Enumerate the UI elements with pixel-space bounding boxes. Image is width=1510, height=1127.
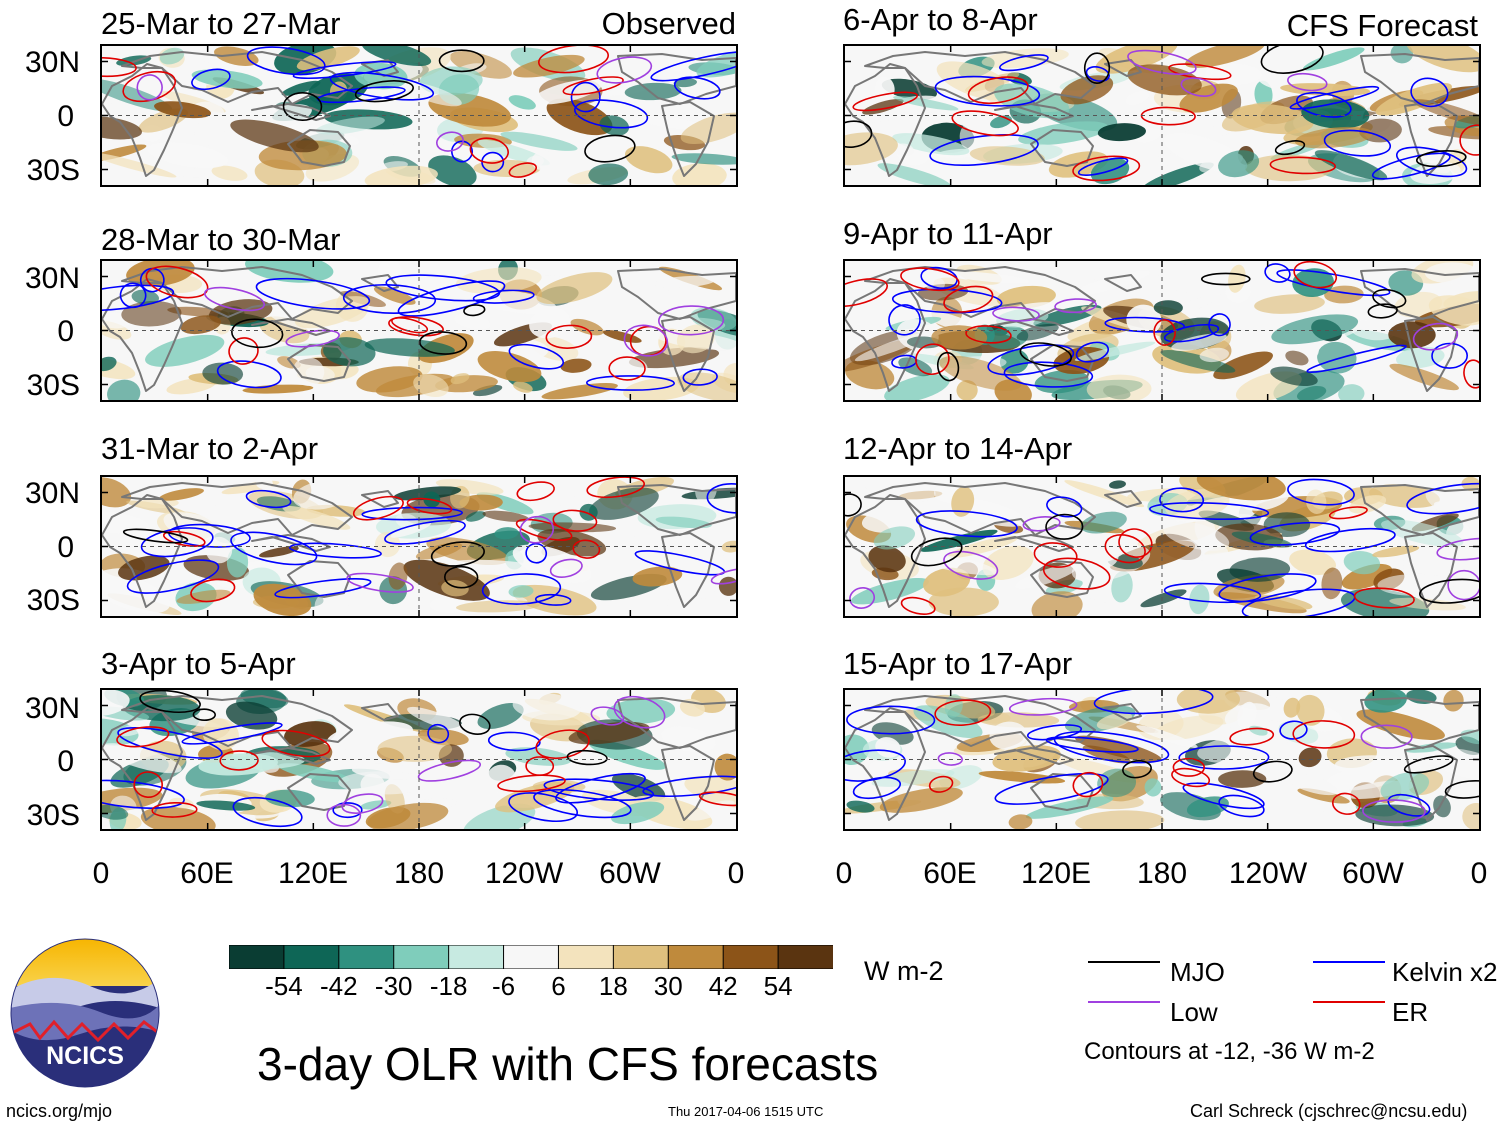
olr-map (102, 261, 736, 400)
colorbar-label: -18 (429, 971, 468, 1001)
olr-map-panel (843, 688, 1481, 831)
legend-line-low (1088, 1001, 1160, 1003)
colorbar-label: 18 (598, 971, 628, 1001)
lon-label: 180 (393, 857, 445, 890)
lon-label: 0 (1470, 857, 1488, 890)
colorbar-label: -6 (491, 971, 516, 1001)
ncics-logo: NCICS (10, 938, 160, 1088)
olr-map-panel (100, 259, 738, 402)
lat-label-0: 0 (57, 745, 74, 778)
olr-map-panel (100, 44, 738, 187)
lat-label-0: 0 (57, 315, 74, 348)
lon-label: 120E (277, 857, 349, 890)
footer-author: Carl Schreck (cjschrec@ncsu.edu) (1190, 1101, 1468, 1121)
colorbar-swatch (722, 944, 780, 970)
colorbar-label: 42 (708, 971, 738, 1001)
lat-label-30n: 30N (24, 477, 80, 510)
ncics-logo-icon: NCICS (10, 938, 160, 1088)
lat-label-30s: 30S (26, 799, 80, 832)
lon-label: 120W (1228, 857, 1308, 890)
panel-title: 25-Mar to 27-Mar (101, 6, 341, 41)
olr-map-panel (843, 259, 1481, 402)
colorbar-label: -54 (265, 971, 303, 1001)
panel-title: 15-Apr to 17-Apr (843, 646, 1073, 681)
ncics-logo-text: NCICS (46, 1042, 124, 1070)
lat-label-30s: 30S (26, 584, 80, 617)
colorbar-swatch (777, 944, 835, 970)
colorbar-swatch (448, 944, 505, 970)
panel-title: 31-Mar to 2-Apr (101, 431, 319, 466)
contour-note: Contours at -12, -36 W m-2 (1084, 1038, 1375, 1065)
lon-label: 60E (923, 857, 977, 890)
olr-map (845, 477, 1479, 616)
lon-label: 120E (1020, 857, 1092, 890)
footer-url[interactable]: ncics.org/mjo (6, 1101, 113, 1121)
colorbar-swatch (393, 944, 450, 970)
olr-map (845, 261, 1479, 400)
lon-label: 0 (835, 857, 853, 890)
lat-label-0: 0 (57, 531, 74, 564)
legend-label-low: Low (1170, 997, 1218, 1027)
panel-title: 9-Apr to 11-Apr (843, 216, 1053, 251)
panel-tag-cfs-forecast: CFS Forecast (1286, 8, 1478, 43)
lon-label: 0 (727, 857, 745, 890)
colorbar-swatch (557, 944, 615, 970)
olr-map (102, 477, 736, 616)
colorbar-swatch (283, 944, 340, 970)
olr-map-panel (843, 44, 1481, 187)
olr-map-panel (100, 475, 738, 618)
lon-label: 60W (1342, 857, 1404, 890)
olr-map (102, 690, 736, 829)
footer-timestamp: Thu 2017-04-06 1515 UTC (668, 1104, 824, 1119)
olr-map-panel (843, 475, 1481, 618)
colorbar-swatches (228, 944, 835, 970)
lon-label: 180 (1136, 857, 1188, 890)
olr-map-panel (100, 688, 738, 831)
main-title: 3-day OLR with CFS forecasts (257, 1038, 879, 1090)
panel-title: 3-Apr to 5-Apr (101, 646, 296, 681)
lat-label-30n: 30N (24, 692, 80, 725)
lat-label-0: 0 (57, 100, 74, 133)
colorbar-label: -42 (320, 971, 358, 1001)
legend-label-mjo: MJO (1170, 957, 1225, 987)
colorbar-label: 6 (551, 971, 566, 1001)
colorbar-label: 54 (763, 971, 793, 1001)
lat-label-30s: 30S (26, 154, 80, 187)
legend-line-er (1313, 1001, 1385, 1003)
lat-label-30n: 30N (24, 262, 80, 295)
lat-label-30n: 30N (24, 46, 80, 79)
panel-title: 6-Apr to 8-Apr (843, 2, 1038, 37)
legend-label-kelvin: Kelvin x2 (1392, 957, 1498, 987)
lon-label: 60E (180, 857, 234, 890)
colorbar-swatch (503, 944, 560, 970)
colorbar-label: -30 (374, 971, 413, 1001)
panel-title: 28-Mar to 30-Mar (101, 222, 341, 257)
colorbar-swatch (667, 944, 725, 970)
lon-label: 0 (92, 857, 110, 890)
lon-label: 60W (599, 857, 661, 890)
colorbar (228, 944, 835, 970)
colorbar-swatch (612, 944, 670, 970)
olr-map (845, 46, 1479, 185)
legend-line-kelvin (1313, 961, 1385, 963)
lat-label-30s: 30S (26, 369, 80, 402)
legend-label-er: ER (1392, 997, 1429, 1027)
colorbar-swatch (338, 944, 395, 970)
lon-label: 120W (484, 857, 564, 890)
colorbar-unit: W m-2 (864, 956, 944, 986)
panel-tag-observed: Observed (601, 6, 736, 41)
colorbar-label: 30 (653, 971, 683, 1001)
colorbar-swatch (228, 944, 285, 970)
olr-map (845, 690, 1479, 829)
olr-map (102, 46, 736, 185)
panel-title: 12-Apr to 14-Apr (843, 431, 1073, 466)
legend-line-mjo (1088, 961, 1160, 963)
